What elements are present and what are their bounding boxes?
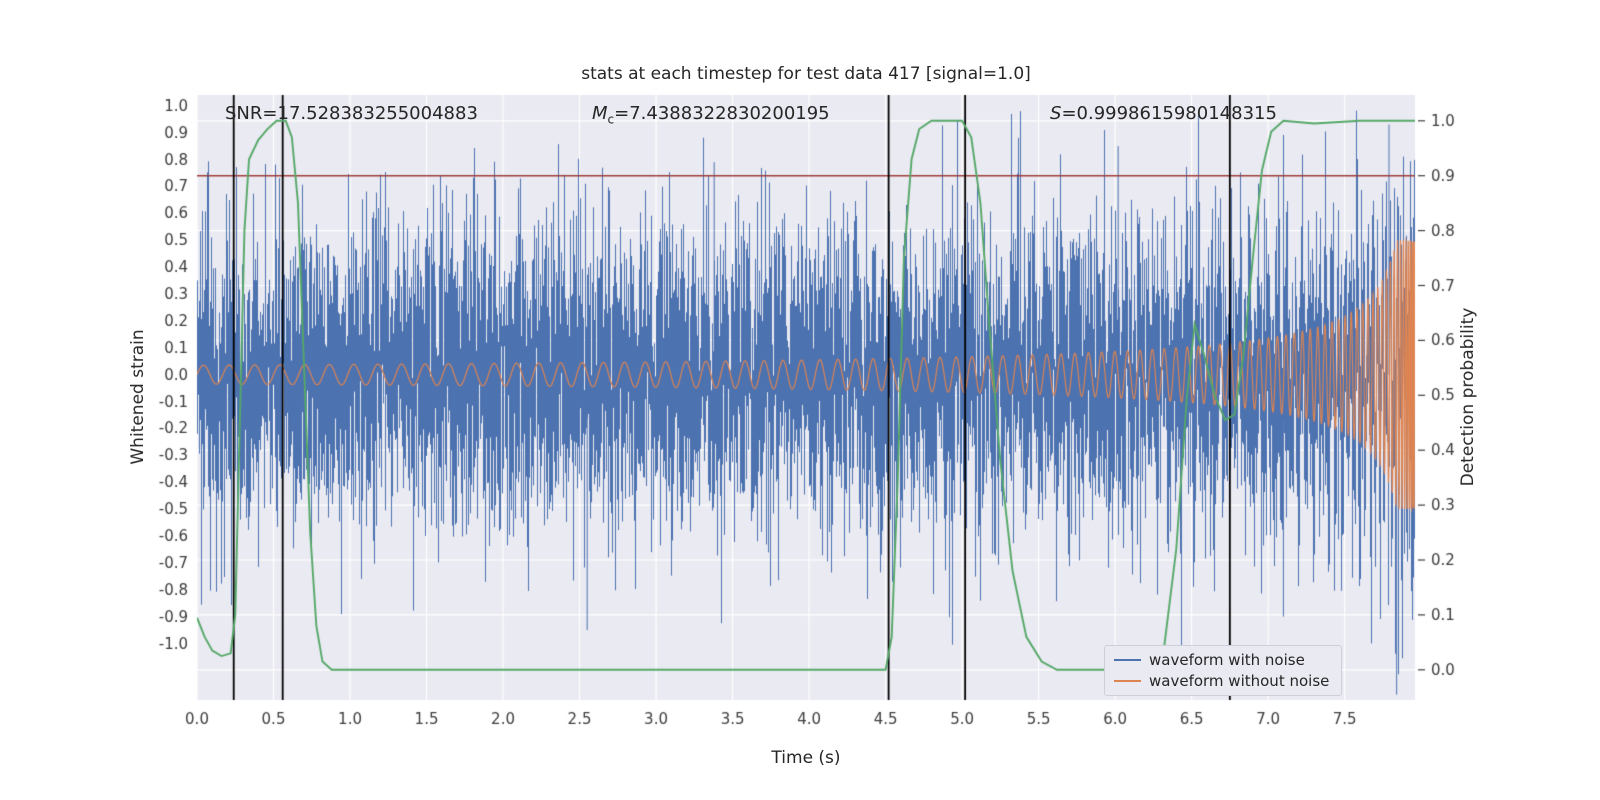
legend: waveform with noise waveform without nois… (1104, 645, 1343, 696)
chart-title: stats at each timestep for test data 417… (581, 64, 1031, 84)
chirp-mass-symbol: M (592, 103, 608, 124)
s-score-annotation: S=0.9998615980148315 (1050, 103, 1277, 124)
chirp-mass-subscript: c (607, 112, 615, 127)
left-y-axis-label: Whitened strain (128, 329, 148, 465)
s-score-value: =0.9998615980148315 (1061, 103, 1277, 124)
legend-line-swatch (1114, 659, 1141, 661)
legend-line-swatch (1114, 680, 1141, 682)
chirp-mass-value: =7.4388322830200195 (614, 103, 830, 124)
snr-annotation: SNR=17.528383255004883 (225, 103, 478, 124)
s-score-symbol: S (1050, 103, 1062, 124)
right-y-axis-label: Detection probability (1458, 307, 1478, 487)
legend-label: waveform without noise (1149, 672, 1330, 690)
snr-annotation-label: SNR (225, 103, 263, 124)
legend-item: waveform with noise (1114, 651, 1329, 669)
legend-item: waveform without noise (1114, 672, 1329, 690)
snr-annotation-value: =17.528383255004883 (262, 103, 478, 124)
chirp-mass-annotation: Mc=7.4388322830200195 (592, 103, 830, 127)
x-axis-label: Time (s) (771, 748, 841, 768)
legend-label: waveform with noise (1149, 651, 1305, 669)
